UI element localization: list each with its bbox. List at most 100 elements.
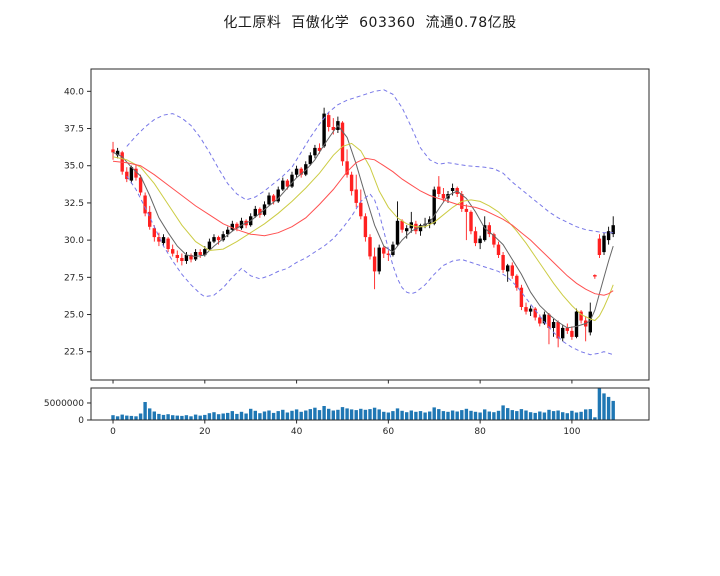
volume-bar bbox=[423, 412, 427, 420]
candle bbox=[556, 320, 560, 348]
candle bbox=[207, 238, 212, 251]
ma-slow-line bbox=[112, 157, 614, 296]
candle bbox=[368, 234, 372, 260]
volume-bar bbox=[193, 414, 198, 420]
volume-bar bbox=[492, 412, 496, 420]
candle bbox=[125, 167, 129, 183]
volume-bar bbox=[432, 407, 436, 420]
volume-bar bbox=[120, 414, 124, 420]
volume-bar bbox=[203, 414, 207, 420]
candle bbox=[483, 216, 487, 242]
volume-bar bbox=[551, 411, 556, 420]
volume-bar bbox=[331, 410, 335, 420]
volume-bar bbox=[161, 414, 166, 420]
volume-bar bbox=[574, 412, 579, 420]
volume-bar bbox=[519, 409, 524, 420]
volume-bar bbox=[556, 410, 560, 420]
volume-bar bbox=[281, 409, 285, 420]
candle bbox=[441, 188, 446, 202]
volume-bar bbox=[212, 412, 216, 420]
candle bbox=[570, 326, 574, 340]
volume-bar bbox=[414, 411, 418, 420]
candle bbox=[258, 207, 262, 218]
price-y-tick-label: 27.5 bbox=[64, 273, 84, 283]
volume-bar bbox=[253, 410, 257, 420]
volume-bar bbox=[460, 410, 464, 420]
volume-bar bbox=[565, 413, 569, 420]
candle bbox=[267, 192, 271, 206]
price-y-tick-label: 22.5 bbox=[64, 348, 84, 358]
volume-bar bbox=[143, 402, 147, 420]
candle bbox=[327, 112, 331, 132]
candle bbox=[193, 249, 198, 261]
candle bbox=[400, 219, 404, 233]
volume-bar bbox=[180, 415, 184, 420]
candle bbox=[299, 167, 303, 178]
volume-bar bbox=[391, 411, 395, 420]
volume-bar bbox=[368, 409, 372, 420]
candle bbox=[414, 220, 418, 235]
volume-bar bbox=[166, 414, 170, 420]
candle bbox=[437, 176, 441, 197]
volume-bar bbox=[267, 410, 271, 420]
volume-bar bbox=[359, 408, 363, 420]
volume-bar bbox=[271, 412, 276, 420]
candle bbox=[561, 324, 565, 342]
volume-bar bbox=[226, 412, 230, 420]
candle bbox=[579, 310, 583, 324]
volume-bar bbox=[290, 410, 294, 420]
boll-lower-line bbox=[126, 175, 614, 356]
volume-bar bbox=[285, 412, 290, 420]
candle bbox=[354, 174, 358, 208]
x-tick-label: 40 bbox=[291, 427, 303, 437]
volume-bar bbox=[322, 406, 326, 420]
candle bbox=[152, 225, 156, 242]
candle bbox=[478, 235, 482, 250]
volume-bar bbox=[235, 413, 239, 420]
volume-bar bbox=[382, 411, 386, 420]
candle bbox=[230, 220, 234, 232]
volume-bar bbox=[299, 411, 303, 420]
volume-bar bbox=[349, 409, 354, 420]
volume-bar bbox=[129, 415, 134, 420]
volume-bar bbox=[207, 413, 212, 420]
volume-bar bbox=[395, 408, 400, 420]
candle bbox=[473, 226, 478, 247]
price-y-tick-label: 30.0 bbox=[64, 236, 84, 246]
volume-bar bbox=[386, 412, 391, 420]
candle bbox=[308, 152, 312, 166]
candle bbox=[469, 210, 473, 235]
volume-bar bbox=[258, 413, 262, 420]
candle bbox=[395, 201, 400, 247]
volume-bar bbox=[524, 410, 528, 420]
candle bbox=[143, 192, 147, 217]
candle bbox=[349, 171, 354, 196]
volume-bar bbox=[570, 410, 574, 420]
candle bbox=[161, 234, 166, 247]
candle bbox=[611, 216, 615, 238]
volume-bar bbox=[510, 410, 514, 420]
volume-bar bbox=[428, 411, 432, 420]
volume-bar bbox=[308, 409, 312, 420]
volume-bar bbox=[496, 410, 501, 420]
candle bbox=[134, 164, 138, 181]
candle bbox=[221, 231, 225, 242]
volume-bar bbox=[138, 413, 143, 420]
candle bbox=[409, 211, 413, 233]
volume-bar bbox=[294, 409, 299, 420]
volume-bar bbox=[336, 409, 340, 420]
volume-y-tick-label: 0 bbox=[78, 416, 84, 426]
candle bbox=[189, 253, 193, 263]
candle bbox=[464, 204, 469, 241]
candle bbox=[313, 144, 317, 159]
overlay-lines-layer bbox=[112, 89, 614, 356]
candle bbox=[528, 305, 533, 316]
candle bbox=[391, 241, 395, 257]
candle bbox=[593, 274, 597, 279]
price-axes-frame bbox=[90, 68, 650, 381]
volume-bar bbox=[501, 405, 505, 420]
volume-bar bbox=[606, 396, 611, 420]
x-tick-label: 0 bbox=[110, 427, 116, 437]
volume-bar bbox=[221, 413, 225, 420]
